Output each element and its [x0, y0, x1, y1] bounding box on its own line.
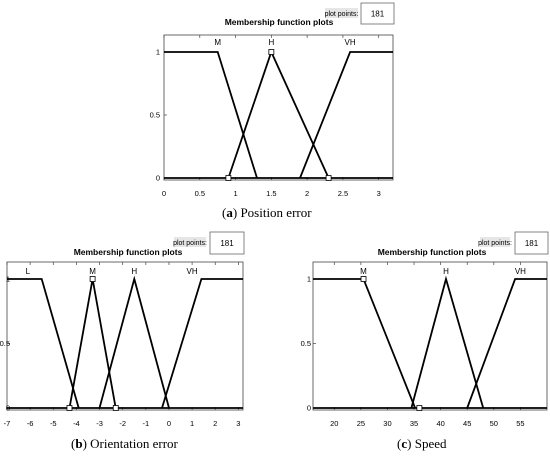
x-tick-label: 2	[213, 419, 217, 428]
plot-points-label: plot points:	[173, 240, 207, 247]
y-tick-label: 0	[156, 174, 160, 183]
x-tick-label: 35	[410, 419, 418, 428]
series-label-M: M	[360, 267, 367, 276]
point-marker	[226, 176, 231, 181]
x-tick-label: 45	[463, 419, 471, 428]
x-tick-label: 0	[162, 189, 166, 198]
x-tick-label: 20	[330, 419, 338, 428]
x-tick-label: 1	[190, 419, 194, 428]
caption-c: (c) Speed	[397, 436, 447, 452]
series-label-VH: VH	[515, 267, 526, 276]
y-tick-label: 1	[307, 275, 311, 284]
series-label-VH: VH	[187, 267, 198, 276]
x-tick-label: 1.5	[266, 189, 276, 198]
y-tick-label: 1	[156, 48, 160, 57]
y-tick-label: 0.5	[150, 111, 160, 120]
point-marker	[269, 50, 274, 55]
x-tick-label: 3	[377, 189, 381, 198]
x-tick-label: -6	[27, 419, 34, 428]
y-tick-label: 0.5	[301, 339, 311, 348]
point-marker	[90, 277, 95, 282]
x-tick-label: -7	[4, 419, 11, 428]
plot-points-value: 181	[220, 239, 234, 248]
x-tick-label: 40	[436, 419, 444, 428]
series-label-H: H	[131, 267, 137, 276]
x-tick-label: 2	[305, 189, 309, 198]
point-marker	[361, 277, 366, 282]
x-tick-label: 0	[167, 419, 171, 428]
point-marker	[67, 406, 72, 411]
point-marker	[113, 406, 118, 411]
x-tick-label: 0.5	[195, 189, 205, 198]
y-tick-label: 0	[307, 404, 311, 413]
x-tick-label: -1	[142, 419, 149, 428]
x-tick-label: 3	[236, 419, 240, 428]
series-label-M: M	[89, 267, 96, 276]
caption-a: (a) Position error	[222, 205, 312, 221]
caption-b: (b) Orientation error	[71, 436, 178, 452]
series-label-L: L	[26, 267, 31, 276]
x-tick-label: 30	[383, 419, 391, 428]
x-tick-label: 55	[516, 419, 524, 428]
plot-points-value: 181	[371, 10, 385, 19]
series-label-M: M	[214, 38, 221, 47]
x-tick-label: -3	[96, 419, 103, 428]
plot-points-value: 181	[525, 239, 539, 248]
x-tick-label: -5	[50, 419, 57, 428]
y-tick-label: 0.5	[0, 339, 10, 348]
point-marker	[326, 176, 331, 181]
chart-title: Membership function plots	[378, 247, 487, 257]
series-label-H: H	[443, 267, 449, 276]
plot-points-label: plot points:	[325, 11, 359, 18]
series-label-VH: VH	[345, 38, 356, 47]
plot-points-label: plot points:	[478, 240, 512, 247]
x-tick-label: -2	[119, 419, 126, 428]
point-marker	[417, 406, 422, 411]
chart-title: Membership function plots	[74, 247, 183, 257]
x-tick-label: 25	[357, 419, 365, 428]
x-tick-label: 50	[490, 419, 498, 428]
chart-title: Membership function plots	[225, 17, 334, 27]
x-tick-label: -4	[73, 419, 80, 428]
x-tick-label: 1	[233, 189, 237, 198]
series-label-H: H	[268, 38, 274, 47]
x-tick-label: 2.5	[338, 189, 348, 198]
plot-area-frame	[164, 35, 393, 180]
